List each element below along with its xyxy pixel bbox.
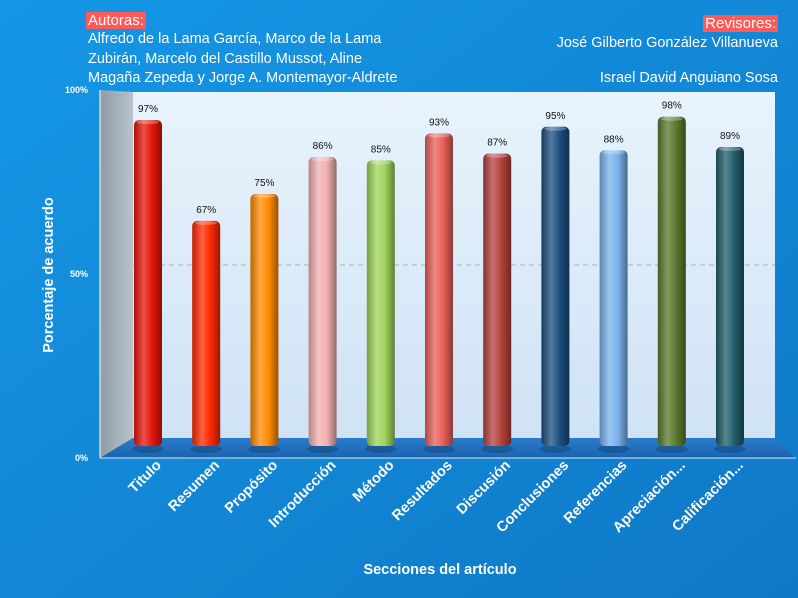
- bar-shadow: [132, 445, 164, 453]
- value-label: 93%: [429, 118, 449, 129]
- bar-shadow: [306, 445, 339, 453]
- value-labels: 97% 67% 75% 86% 85% 93% 87% 95% 88% 98% 89%: [138, 101, 740, 216]
- reviewer-name: José Gilberto González Villanueva: [556, 35, 778, 51]
- bar-highlight: [137, 120, 159, 125]
- bar: [657, 116, 686, 446]
- x-axis-title: Secciones del artículo: [363, 562, 516, 578]
- bar-highlight: [544, 126, 567, 131]
- bar-highlight: [428, 133, 450, 138]
- authors-title: Autoras:: [86, 12, 146, 29]
- bar: [483, 153, 512, 446]
- y-tick-label: 0%: [75, 453, 88, 463]
- value-label: 75%: [254, 178, 274, 189]
- value-label: 86%: [313, 141, 333, 152]
- y-tick-label: 100%: [65, 85, 88, 95]
- bar-shadow: [481, 445, 514, 453]
- value-label: 98%: [662, 101, 682, 112]
- bar-highlight: [253, 194, 276, 198]
- value-label: 87%: [487, 138, 507, 149]
- bars: [132, 116, 746, 453]
- value-label: 67%: [196, 205, 216, 216]
- bar-highlight: [195, 220, 218, 225]
- axes: [99, 90, 796, 459]
- bar-shadow: [597, 445, 630, 453]
- bar: [716, 146, 744, 446]
- bar-highlight: [486, 153, 509, 158]
- value-label: 88%: [604, 134, 624, 145]
- value-label: 85%: [371, 144, 391, 155]
- bar-highlight: [660, 116, 683, 121]
- bar-highlight: [369, 160, 392, 165]
- reviewers-title: Revisores:: [703, 15, 778, 32]
- bar-highlight: [602, 150, 625, 155]
- bar: [366, 160, 395, 446]
- bar-shadow: [190, 445, 223, 453]
- y-axis-title: Porcentaje de acuerdo: [41, 197, 57, 353]
- bar-shadow: [714, 445, 746, 453]
- value-label: 95%: [545, 111, 565, 122]
- side-wall: [100, 90, 133, 458]
- bar-highlight: [311, 157, 334, 162]
- bar: [192, 220, 221, 446]
- bar: [250, 194, 279, 446]
- value-label: 97%: [138, 104, 158, 115]
- bar-shadow: [539, 445, 572, 453]
- bar-shadow: [364, 445, 397, 453]
- bar: [134, 120, 162, 446]
- bar-shadow: [248, 445, 281, 453]
- authors-names: Alfredo de la Lama García, Marco de la L…: [88, 31, 398, 86]
- bar: [425, 133, 453, 446]
- y-tick-label: 50%: [70, 269, 88, 279]
- bar: [541, 126, 570, 447]
- bar: [308, 157, 337, 447]
- bar-shadow: [655, 445, 688, 453]
- bar-highlight: [719, 146, 741, 151]
- y-tick-labels: 0% 50% 100%: [65, 85, 88, 463]
- bar: [599, 150, 628, 446]
- value-label: 89%: [720, 131, 740, 142]
- bar-shadow: [423, 445, 455, 453]
- reviewer-name: Israel David Anguiano Sosa: [599, 70, 778, 86]
